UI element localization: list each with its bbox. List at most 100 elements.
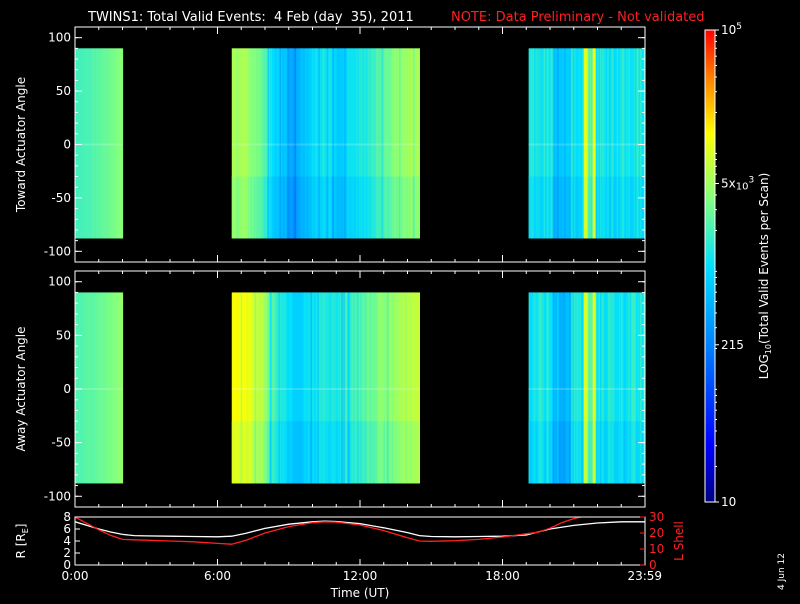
heatmap-column	[579, 48, 582, 239]
heatmap-column-shade	[593, 421, 596, 484]
heatmap-column	[349, 48, 352, 239]
heatmap-column-shade	[277, 176, 280, 239]
heatmap-column-shade	[608, 421, 611, 484]
heatmap-column-shade	[241, 176, 244, 239]
heatmap-column	[76, 48, 79, 239]
heatmap-column-shade	[635, 176, 638, 239]
heatmap-column-shade	[334, 421, 337, 484]
heatmap-column	[610, 48, 613, 239]
heatmap-column-shade	[282, 421, 285, 484]
heatmap-column-shade	[554, 421, 557, 484]
heatmap-column-shade	[636, 421, 639, 484]
heatmap-column-shade	[250, 176, 253, 239]
heatmap-column-shade	[272, 176, 275, 239]
heatmap-column-shade	[579, 421, 582, 484]
heatmap-column	[256, 292, 259, 484]
heatmap-column-shade	[552, 421, 555, 484]
heatmap-column-shade	[267, 176, 270, 239]
heatmap-column	[348, 292, 351, 484]
heatmap-column	[91, 48, 94, 239]
heatmap-column-shade	[556, 421, 559, 484]
heatmap-column-shade	[591, 176, 594, 239]
heatmap-column	[381, 292, 384, 484]
heatmap-column	[290, 292, 293, 484]
heatmap-column-shade	[316, 421, 319, 484]
heatmap-column	[299, 48, 302, 239]
heatmap-column-shade	[543, 176, 546, 239]
heatmap-column	[75, 292, 78, 484]
heatmap-column-shade	[546, 421, 549, 484]
heatmap-column-shade	[604, 421, 607, 484]
heatmap-column-shade	[368, 176, 371, 239]
heatmap-column	[385, 48, 388, 239]
heatmap-column-shade	[286, 176, 289, 239]
heatmap-column	[316, 292, 319, 484]
heatmap-column	[374, 48, 377, 239]
heatmap-column	[298, 292, 301, 484]
heatmap-column	[559, 292, 562, 484]
heatmap-column-shade	[611, 176, 614, 239]
heatmap-column	[586, 48, 589, 239]
heatmap-column-shade	[560, 421, 563, 484]
heatmap-column	[120, 48, 123, 239]
heatmap-column	[295, 48, 298, 239]
heatmap-column-shade	[244, 421, 247, 484]
heatmap-column	[322, 48, 325, 239]
heatmap-column-shade	[336, 421, 339, 484]
y-tick-label: -50	[51, 436, 71, 450]
heatmap-column-shade	[391, 176, 394, 239]
heatmap-column-shade	[324, 421, 327, 484]
heatmap-column	[292, 292, 295, 484]
heatmap-column	[335, 48, 338, 239]
heatmap-column	[250, 292, 253, 484]
heatmap-column	[329, 292, 332, 484]
heatmap-column	[635, 292, 638, 484]
heatmap-column-shade	[348, 421, 351, 484]
heatmap-column	[588, 292, 591, 484]
heatmap-column	[557, 292, 560, 484]
heatmap-column-shade	[330, 176, 333, 239]
heatmap-column-shade	[400, 421, 403, 484]
heatmap-column	[321, 292, 324, 484]
heatmap-column	[364, 292, 367, 484]
heatmap-column-shade	[630, 421, 633, 484]
heatmap-column	[271, 48, 274, 239]
heatmap-column-shade	[605, 421, 608, 484]
heatmap-column-shade	[310, 176, 313, 239]
heatmap-column	[584, 292, 587, 484]
heatmap-column-shade	[295, 421, 298, 484]
heatmap-column-shade	[606, 421, 609, 484]
heatmap-column	[397, 292, 400, 484]
heatmap-column	[613, 48, 616, 239]
heatmap-column-shade	[414, 421, 416, 484]
heatmap-column-shade	[586, 421, 589, 484]
heatmap-column	[353, 48, 356, 239]
heatmap-column	[398, 292, 401, 484]
heatmap-column-shade	[388, 421, 391, 484]
heatmap-column	[75, 48, 78, 239]
heatmap-column-shade	[302, 176, 305, 239]
heatmap-column-shade	[317, 421, 320, 484]
heatmap-column	[380, 292, 383, 484]
heatmap-column-shade	[231, 176, 234, 239]
heatmap-column-shade	[630, 176, 633, 239]
heatmap-column	[237, 48, 240, 239]
heatmap-column-shade	[544, 176, 547, 239]
heatmap-column-shade	[407, 421, 409, 484]
heatmap-column	[238, 48, 241, 239]
heatmap-column-shade	[299, 421, 302, 484]
heatmap-column	[593, 292, 596, 484]
heatmap-column-shade	[399, 421, 402, 484]
heatmap-column-shade	[327, 176, 330, 239]
colorbar-gradient	[704, 29, 716, 503]
heatmap-column	[94, 292, 97, 484]
heatmap-column	[373, 292, 376, 484]
heatmap-column	[250, 48, 253, 239]
heatmap-column	[301, 48, 304, 239]
heatmap-column-shade	[281, 421, 284, 484]
heatmap-column	[638, 48, 641, 239]
heatmap-column	[636, 292, 639, 484]
heatmap-column	[96, 292, 99, 484]
heatmap-column	[553, 48, 556, 239]
heatmap-column-shade	[390, 176, 393, 239]
